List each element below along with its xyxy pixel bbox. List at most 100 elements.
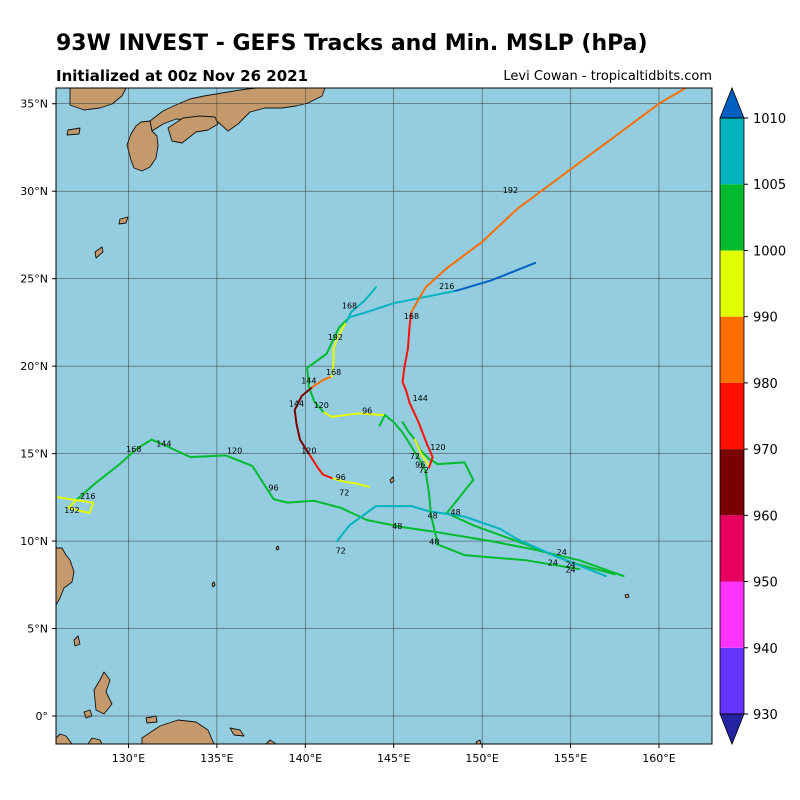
- lon-tick-label: 155°E: [554, 752, 587, 765]
- ensemble-track-7: [336, 505, 413, 543]
- colorbar-tick-label: 960: [753, 509, 778, 524]
- map-title: 93W INVEST - GEFS Tracks and Min. MSLP (…: [56, 31, 648, 56]
- forecast-hour-label: 24: [548, 559, 558, 568]
- colorbar-tick-label: 1005: [753, 178, 786, 193]
- forecast-hour-label: 72: [339, 489, 349, 498]
- luzon-island: [56, 547, 75, 606]
- lon-tick-label: 145°E: [377, 752, 410, 765]
- ensemble-track-10: [330, 477, 370, 488]
- small-islet-g: [87, 737, 103, 744]
- colorbar-bin: [720, 316, 744, 383]
- forecast-hour-label: 96: [362, 406, 372, 415]
- ensemble-track-5: [413, 438, 431, 467]
- colorbar-tick-label: 950: [753, 576, 778, 591]
- colorbar-tick-label: 980: [753, 377, 778, 392]
- ensemble-track-8: [378, 414, 581, 571]
- map-frame: [55, 87, 713, 745]
- lat-tick-label: 0°: [36, 710, 49, 723]
- small-islet-h: [265, 739, 277, 744]
- ensemble-track-3: [56, 496, 95, 515]
- longitude-axis: 130°E 135°E 140°E 145°E 150°E 155°E 160°E: [112, 744, 676, 765]
- forecast-hour-label: 48: [392, 522, 402, 531]
- forecast-hour-label: 24: [565, 560, 575, 569]
- forecast-hour-label: 96: [415, 461, 425, 470]
- forecast-hour-label: 168: [126, 445, 141, 454]
- lat-tick-label: 20°N: [20, 360, 48, 373]
- forecast-hour-label: 48: [451, 508, 461, 517]
- small-islet-l: [83, 709, 93, 719]
- small-islet-a: [275, 545, 280, 551]
- lon-tick-label: 135°E: [200, 752, 233, 765]
- korea-peninsula: [69, 88, 127, 111]
- forecast-hour-label: 96: [268, 483, 278, 492]
- forecast-hour-label: 144: [289, 399, 304, 408]
- small-islet-b: [118, 216, 129, 225]
- forecast-hour-label: 72: [419, 466, 429, 475]
- forecast-hour-label: 192: [64, 506, 79, 515]
- forecast-hour-label: 192: [328, 333, 343, 342]
- forecast-hour-label: 72: [410, 452, 420, 461]
- colorbar-tick-label: 940: [753, 642, 778, 657]
- colorbar-bin: [720, 382, 744, 450]
- forecast-hour-label: 168: [404, 312, 419, 321]
- land-masses: [56, 88, 630, 744]
- forecast-hour-label: 192: [503, 186, 518, 195]
- colorbar-extend-high: [719, 86, 745, 119]
- ensemble-track-10: [330, 321, 347, 378]
- ensemble-track-2: [74, 438, 369, 522]
- small-islet-f: [229, 727, 245, 737]
- colorbar-tick-label: 990: [753, 311, 778, 326]
- colorbar-bin: [720, 184, 744, 251]
- ensemble-track-1: [366, 519, 625, 578]
- forecast-hour-label: 216: [80, 492, 95, 501]
- forecast-hour-label: 144: [156, 440, 171, 449]
- ensemble-track-10: [311, 375, 333, 389]
- lat-tick-label: 35°N: [20, 98, 48, 111]
- lon-tick-label: 160°E: [642, 752, 675, 765]
- colorbar-bin: [720, 581, 744, 648]
- yap-island: [211, 581, 216, 588]
- small-islet-j: [475, 739, 482, 744]
- forecast-hour-label: 144: [413, 394, 428, 403]
- lon-tick-label: 150°E: [465, 752, 498, 765]
- forecast-hour-label: 24: [557, 548, 567, 557]
- lon-tick-label: 140°E: [289, 752, 322, 765]
- colorbar-tick-label: 970: [753, 443, 778, 458]
- lat-tick-label: 25°N: [20, 273, 48, 286]
- colorbar-extend-low: [719, 713, 745, 746]
- forecast-hour-label: 120: [314, 401, 329, 410]
- small-islet-k: [624, 593, 630, 599]
- ensemble-track-10: [307, 452, 333, 480]
- colorbar-outline: [719, 117, 745, 715]
- colorbar-bin: [720, 647, 744, 714]
- forecast-hour-label: 144: [301, 377, 316, 386]
- forecast-hour-label: 120: [430, 443, 445, 452]
- lon-tick-label: 130°E: [112, 752, 145, 765]
- guam-island: [389, 476, 395, 484]
- colorbar-bin: [720, 515, 744, 582]
- lat-tick-label: 15°N: [20, 448, 48, 461]
- forecast-hour-label: 168: [342, 301, 357, 310]
- new-guinea-island: [141, 719, 215, 744]
- colorbar-bin: [720, 449, 744, 516]
- forecast-hour-label: 72: [336, 546, 346, 555]
- ensemble-track-6: [410, 505, 607, 578]
- ensemble-track-9: [322, 410, 385, 418]
- forecast-hour-label: 168: [326, 368, 341, 377]
- ensemble-track-9: [306, 316, 351, 413]
- lat-tick-label: 10°N: [20, 535, 48, 548]
- small-islet-c: [94, 246, 104, 259]
- colorbar-bin: [720, 250, 744, 317]
- colorbar-tick-label: 1010: [753, 112, 786, 127]
- colorbar-tick-label: 1000: [753, 244, 786, 259]
- author-credit: Levi Cowan - tropicaltidbits.com: [503, 69, 712, 84]
- pressure-colorbar: 930 940 950 960 970 980 990 1000 1005 1010: [719, 86, 786, 746]
- ensemble-track-9: [348, 289, 457, 319]
- init-time-subtitle: Initialized at 00z Nov 26 2021: [56, 67, 309, 85]
- lat-tick-label: 30°N: [20, 185, 48, 198]
- forecast-hour-label: 48: [428, 511, 438, 520]
- lat-lon-gridlines: [56, 88, 712, 744]
- colorbar-tick-label: 930: [753, 708, 778, 723]
- forecast-hour-label: 48: [429, 538, 439, 547]
- colorbar-bin: [720, 118, 744, 185]
